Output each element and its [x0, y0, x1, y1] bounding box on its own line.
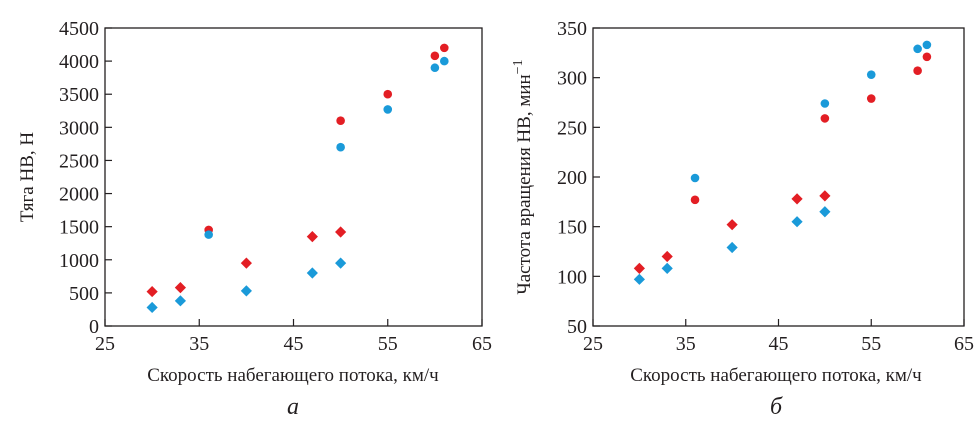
- chart-a-ytick-label: 1500: [59, 217, 99, 239]
- chart-b-point-red-diamond: [661, 250, 673, 263]
- chart-a-ytick-label: 500: [69, 283, 99, 305]
- chart-a-ytick-label: 3500: [59, 84, 99, 106]
- chart-b-ylabel-sup: −1: [511, 59, 526, 74]
- chart-b-ytick-label: 50: [567, 316, 587, 338]
- chart-a-ytick-label: 4000: [59, 51, 99, 73]
- chart-b-xlabel: Скорость набегающего потока, км/ч: [630, 365, 922, 386]
- chart-b-point-blue-diamond: [791, 216, 803, 228]
- chart-b-point-blue-diamond: [726, 241, 738, 254]
- chart-b-xtick-label: 35: [676, 333, 696, 355]
- chart-a-xtick-label: 55: [378, 333, 398, 355]
- chart-b-ytick-label: 200: [557, 167, 587, 189]
- chart-a-xtick-label: 65: [472, 333, 492, 355]
- chart-a-panel-label: а: [287, 394, 299, 420]
- chart-a-ytick-label: 2500: [59, 150, 99, 172]
- chart-b-ticks: 25 35 45 55 65 50 100 150 200 250 300 350: [557, 18, 974, 355]
- chart-a-point-red-diamond: [240, 257, 252, 269]
- chart-b-point-blue-circle: [922, 40, 932, 50]
- chart-a-frame: [104, 27, 483, 327]
- chart-a: 25 35 45 55 65 0 500 1000 1500 2000 2500 3000 3500 40…: [17, 18, 492, 420]
- chart-b-xtick-label: 55: [861, 333, 881, 355]
- chart-b-point-red-circle: [866, 94, 876, 103]
- chart-a-point-red-diamond: [146, 285, 158, 298]
- chart-a-point-blue-diamond: [146, 301, 158, 314]
- chart-b-ytick-label: 350: [557, 18, 587, 40]
- chart-b-point-blue-circle: [690, 173, 700, 183]
- chart-b-ylabel: Частота вращения НВ, мин−1: [511, 59, 535, 294]
- chart-b-ytick-label: 100: [557, 266, 587, 288]
- chart-b-point-blue-diamond: [819, 206, 831, 218]
- chart-b: 25 35 45 55 65 50 100 150 200 250 300 350 Скорость …: [511, 18, 974, 420]
- chart-b-ytick-label: 250: [557, 117, 587, 139]
- chart-b-xtick-label: 65: [954, 333, 974, 355]
- chart-b-point-red-circle: [922, 52, 932, 62]
- chart-a-point-red-circle: [430, 51, 440, 61]
- chart-a-ylabel: Тяга НВ, Н: [17, 132, 38, 222]
- chart-b-ytick-label: 300: [557, 68, 587, 90]
- chart-b-point-blue-circle: [820, 99, 830, 108]
- chart-b-ytick-label: 150: [557, 217, 587, 239]
- chart-a-ticks: 25 35 45 55 65 0 500 1000 1500 2000 2500 3000 3500 40…: [59, 18, 492, 355]
- chart-b-point-red-circle: [913, 66, 922, 76]
- chart-a-xtick-label: 35: [189, 333, 209, 355]
- chart-b-point-red-diamond: [791, 193, 803, 205]
- chart-a-point-blue-circle: [430, 63, 440, 73]
- chart-a-point-red-diamond: [174, 281, 186, 294]
- chart-b-xtick-label: 25: [583, 333, 603, 355]
- chart-a-points: [146, 43, 449, 314]
- chart-a-xtick-label: 45: [284, 333, 304, 355]
- chart-a-point-red-circle: [336, 116, 345, 126]
- chart-b-panel-label: б: [770, 394, 783, 420]
- chart-b-ylabel-main: Частота вращения НВ, мин: [514, 74, 535, 294]
- chart-a-ytick-label: 1000: [59, 250, 99, 272]
- chart-b-point-blue-circle: [866, 70, 876, 79]
- chart-a-xlabel: Скорость набегающего потока, км/ч: [147, 365, 439, 386]
- chart-b-point-blue-diamond: [661, 262, 673, 274]
- chart-a-point-blue-circle: [336, 142, 345, 152]
- chart-a-ytick-label: 4500: [59, 18, 99, 40]
- chart-a-xtick-label: 25: [95, 333, 115, 355]
- chart-a-point-blue-diamond: [174, 295, 186, 307]
- chart-a-point-blue-circle: [204, 230, 213, 239]
- chart-b-point-red-circle: [690, 195, 700, 205]
- chart-b-point-blue-diamond: [633, 273, 645, 285]
- chart-b-point-red-diamond: [726, 219, 738, 231]
- chart-a-ytick-label: 2000: [59, 184, 99, 206]
- chart-a-point-blue-circle: [440, 56, 449, 66]
- chart-a-ytick-label: 0: [89, 316, 99, 338]
- chart-a-point-blue-diamond: [306, 267, 318, 279]
- chart-b-point-red-circle: [820, 114, 830, 123]
- chart-b-point-red-diamond: [633, 262, 645, 274]
- chart-a-ytick-label: 3000: [59, 117, 99, 139]
- chart-a-point-blue-diamond: [240, 285, 252, 297]
- chart-a-point-red-diamond: [306, 231, 318, 243]
- chart-b-xtick-label: 45: [769, 333, 789, 355]
- chart-b-points: [633, 40, 932, 285]
- chart-a-point-red-circle: [440, 43, 449, 53]
- chart-a-point-blue-circle: [383, 105, 393, 114]
- chart-b-point-red-diamond: [819, 190, 831, 202]
- chart-b-point-blue-circle: [913, 44, 922, 54]
- chart-a-point-blue-diamond: [335, 257, 347, 269]
- chart-a-point-red-circle: [383, 89, 393, 99]
- chart-a-point-red-diamond: [335, 226, 347, 238]
- chart-b-frame: [592, 27, 965, 327]
